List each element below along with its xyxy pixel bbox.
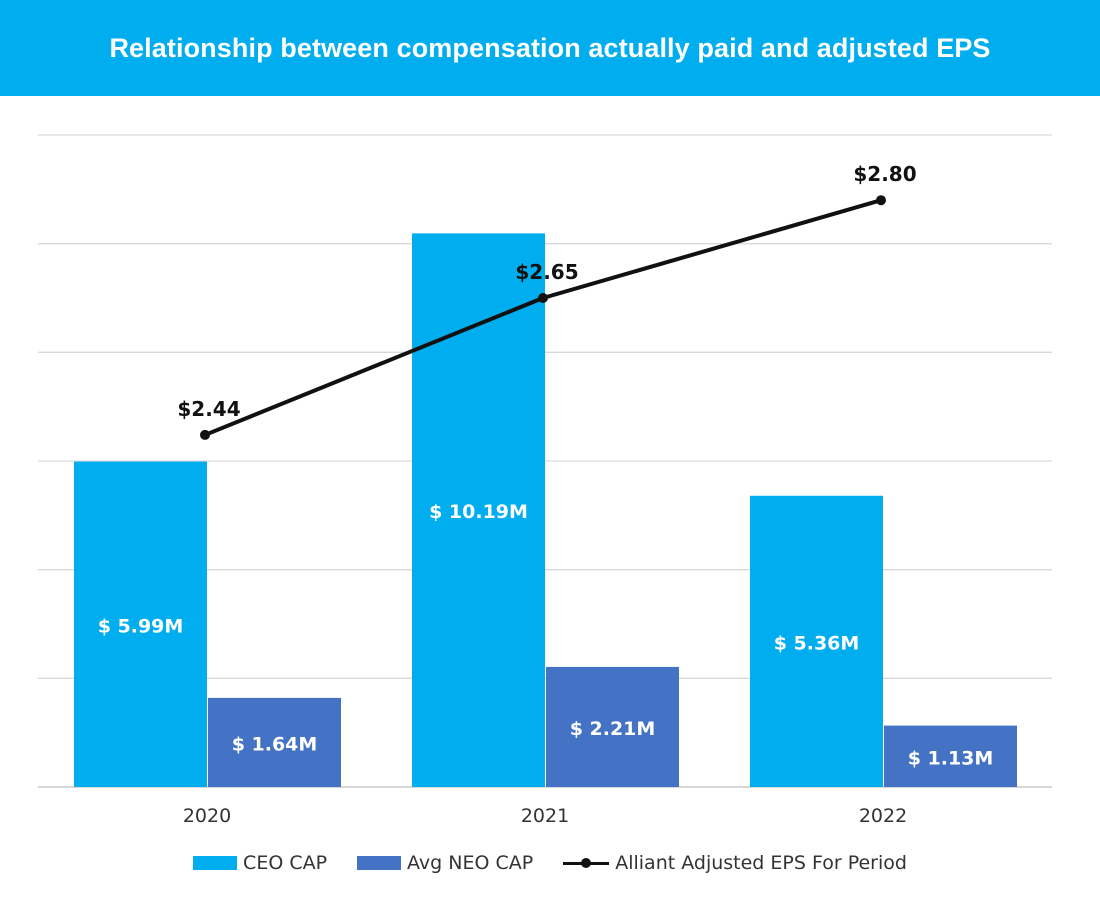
data-label-neo-cap: $ 1.13M (908, 747, 994, 769)
legend-item-ceo-cap: CEO CAP (193, 852, 327, 874)
eps-point (876, 195, 886, 206)
data-label-eps: $2.80 (853, 162, 916, 186)
eps-point (538, 293, 548, 303)
x-tick-label: 2021 (521, 805, 569, 827)
bar-neo-cap (884, 725, 1017, 787)
chart-title: Relationship between compensation actual… (109, 32, 991, 63)
x-tick-label: 2022 (859, 805, 907, 827)
chart-area: $ 5.99M $ 1.64M $ 10.19M $ 2.21M $ 5.36M $ 1.… (0, 96, 1100, 900)
bar-ceo-cap (74, 461, 207, 787)
combo-chart: $ 5.99M $ 1.64M $ 10.19M $ 2.21M $ 5.36M $ 1.… (38, 134, 1052, 827)
legend-swatch-eps-line (563, 856, 610, 870)
legend-swatch-neo-cap (357, 856, 402, 870)
data-label-ceo-cap: $ 5.36M (774, 632, 860, 654)
chart-header: Relationship between compensation actual… (0, 0, 1100, 96)
chart-legend: CEO CAP Avg NEO CAP Alliant Adjusted EPS… (0, 852, 1100, 874)
x-tick-label: 2020 (183, 805, 231, 827)
data-label-neo-cap: $ 2.21M (570, 718, 656, 740)
data-label-ceo-cap: $ 10.19M (429, 501, 528, 523)
data-labels: $ 5.99M $ 1.64M $ 10.19M $ 2.21M $ 5.36M $ 1.… (98, 162, 994, 769)
bar-neo-cap (546, 666, 679, 787)
data-label-ceo-cap: $ 5.99M (98, 615, 184, 637)
eps-point (200, 429, 210, 440)
data-label-eps: $2.65 (515, 260, 578, 284)
legend-label-neo-cap: Avg NEO CAP (407, 852, 534, 874)
data-label-neo-cap: $ 1.64M (232, 733, 318, 755)
x-axis-ticks: 2020 2021 2022 (183, 805, 907, 827)
legend-item-neo-cap: Avg NEO CAP (357, 852, 533, 874)
eps-line (200, 195, 886, 440)
data-label-eps: $2.44 (177, 397, 240, 421)
legend-item-eps: Alliant Adjusted EPS For Period (563, 852, 907, 874)
bar-neo-cap (208, 697, 341, 787)
legend-swatch-ceo-cap (193, 856, 238, 870)
bar-ceo-cap (750, 495, 883, 787)
legend-label-eps: Alliant Adjusted EPS For Period (615, 852, 907, 874)
legend-label-ceo-cap: CEO CAP (243, 852, 328, 874)
bars (74, 233, 1017, 788)
